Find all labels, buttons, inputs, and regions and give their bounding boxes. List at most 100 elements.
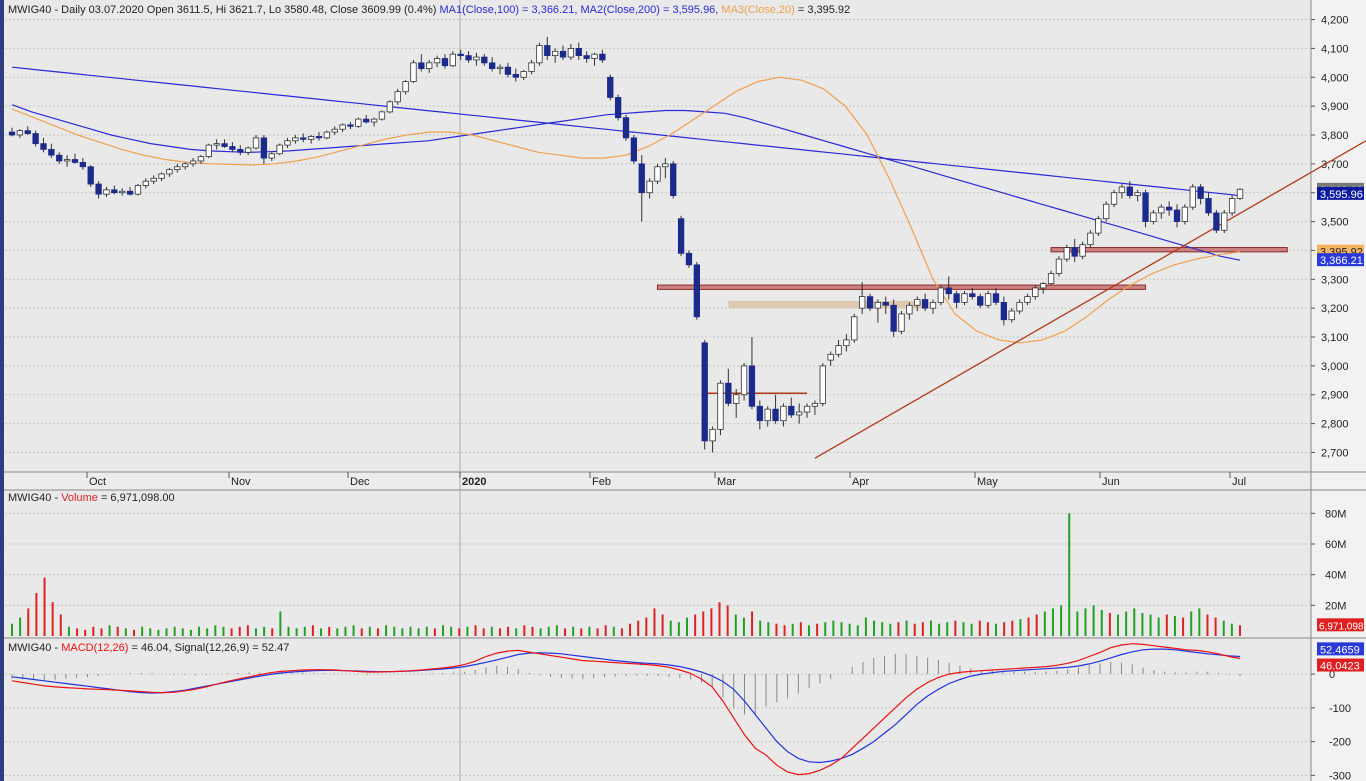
candle — [347, 124, 354, 127]
candle — [32, 133, 39, 145]
ma3-header-label: MA3(Close,20) — [721, 4, 795, 16]
candle — [1055, 258, 1063, 274]
candle — [1040, 283, 1047, 289]
price-tick-label: 3,500 — [1321, 217, 1349, 229]
candle — [1079, 244, 1086, 257]
price-panel-header: MWIG40 - Daily 03.07.2020 Open 3611.5, H… — [8, 4, 850, 16]
candle — [843, 339, 850, 347]
candle — [677, 218, 685, 254]
candle — [1165, 206, 1173, 211]
candle — [929, 301, 937, 309]
candle — [788, 405, 795, 416]
price-tick-label: 4,200 — [1321, 15, 1349, 27]
candle — [693, 264, 701, 318]
price-tick-label: 2,800 — [1321, 419, 1349, 431]
candle — [182, 163, 189, 168]
macd-tag-signal — [1317, 642, 1364, 656]
macd-panel-header: MWIG40 - MACD(12,26) = 46.04, Signal(12,… — [8, 642, 289, 654]
ma3-line — [11, 76, 1241, 344]
candle — [1095, 218, 1102, 234]
candle — [268, 153, 275, 159]
time-tick-label: Jun — [1102, 476, 1120, 488]
candle — [213, 143, 220, 146]
price-tick-label: 3,900 — [1321, 101, 1349, 113]
price-tag-ma2 — [1317, 186, 1364, 200]
candle — [1000, 301, 1008, 321]
candle — [1024, 296, 1031, 303]
candle — [307, 136, 315, 140]
candle — [796, 411, 803, 416]
candle — [1213, 212, 1220, 231]
ma2-header: MA2(Close,200) = 3,595.96, — [580, 4, 719, 16]
volume-header-value: = 6,971,098.00 — [100, 492, 175, 504]
candle — [977, 296, 984, 306]
candle — [339, 124, 346, 130]
candle — [536, 45, 543, 64]
candle — [244, 147, 252, 153]
candle — [1150, 212, 1157, 222]
macd-line — [11, 643, 1241, 776]
candle — [87, 166, 94, 185]
time-tick-label: Jul — [1232, 476, 1246, 488]
macd-tick-label: -300 — [1329, 770, 1351, 781]
price-tag-ma1 — [1317, 253, 1364, 267]
candle — [457, 53, 464, 57]
macd-header-prefix: MWIG40 - — [8, 642, 59, 654]
ma1-header: MA1(Close,100) = 3,366.21, — [439, 4, 578, 16]
candle — [819, 365, 826, 404]
candle — [622, 117, 630, 139]
candle — [394, 91, 401, 103]
candle — [685, 252, 693, 266]
volume-tick-label: 60M — [1325, 539, 1346, 551]
candle — [449, 53, 456, 67]
candle — [1047, 273, 1055, 285]
support-resistance-zone — [728, 300, 926, 309]
candle — [937, 287, 945, 303]
candle — [544, 45, 551, 57]
candle — [252, 137, 260, 149]
candle — [16, 130, 24, 136]
candle — [79, 162, 87, 168]
candle — [221, 143, 228, 147]
candle — [1189, 186, 1196, 208]
candle — [103, 189, 110, 195]
candle — [205, 144, 212, 158]
macd-tick-label: 0 — [1329, 669, 1335, 681]
candle — [827, 353, 834, 361]
candle — [756, 405, 763, 422]
candle — [111, 189, 118, 194]
macd-tick-label: -100 — [1329, 703, 1351, 715]
candle — [614, 97, 622, 119]
candle — [890, 304, 897, 332]
volume-header-prefix: MWIG40 - — [8, 492, 59, 504]
candle — [189, 160, 197, 165]
macd-header-value: = 46.04, — [131, 642, 172, 654]
volume-header-label: Volume — [61, 492, 98, 504]
candle — [1221, 212, 1228, 231]
time-axis-background — [0, 472, 1311, 490]
candle — [142, 180, 149, 186]
candle — [229, 146, 236, 150]
candle — [984, 293, 992, 306]
candle — [370, 118, 378, 123]
price-tick-label: 4,100 — [1321, 43, 1349, 55]
candle — [654, 166, 661, 182]
candle — [402, 81, 409, 93]
candle — [662, 163, 669, 168]
time-tick-label: Dec — [350, 476, 370, 488]
signal-header: Signal(12,26,9) = 52.47 — [174, 642, 290, 654]
candle — [811, 402, 819, 407]
candle — [63, 159, 71, 162]
candle — [1126, 186, 1133, 196]
candle — [1087, 232, 1094, 246]
candle — [992, 293, 1000, 303]
candle — [24, 130, 31, 134]
candle — [441, 58, 449, 67]
candle — [48, 149, 55, 156]
candle — [772, 408, 779, 422]
candle — [150, 177, 157, 182]
macd-tag-label: 46.0423 — [1320, 661, 1360, 673]
price-tick-label: 3,300 — [1321, 274, 1349, 286]
